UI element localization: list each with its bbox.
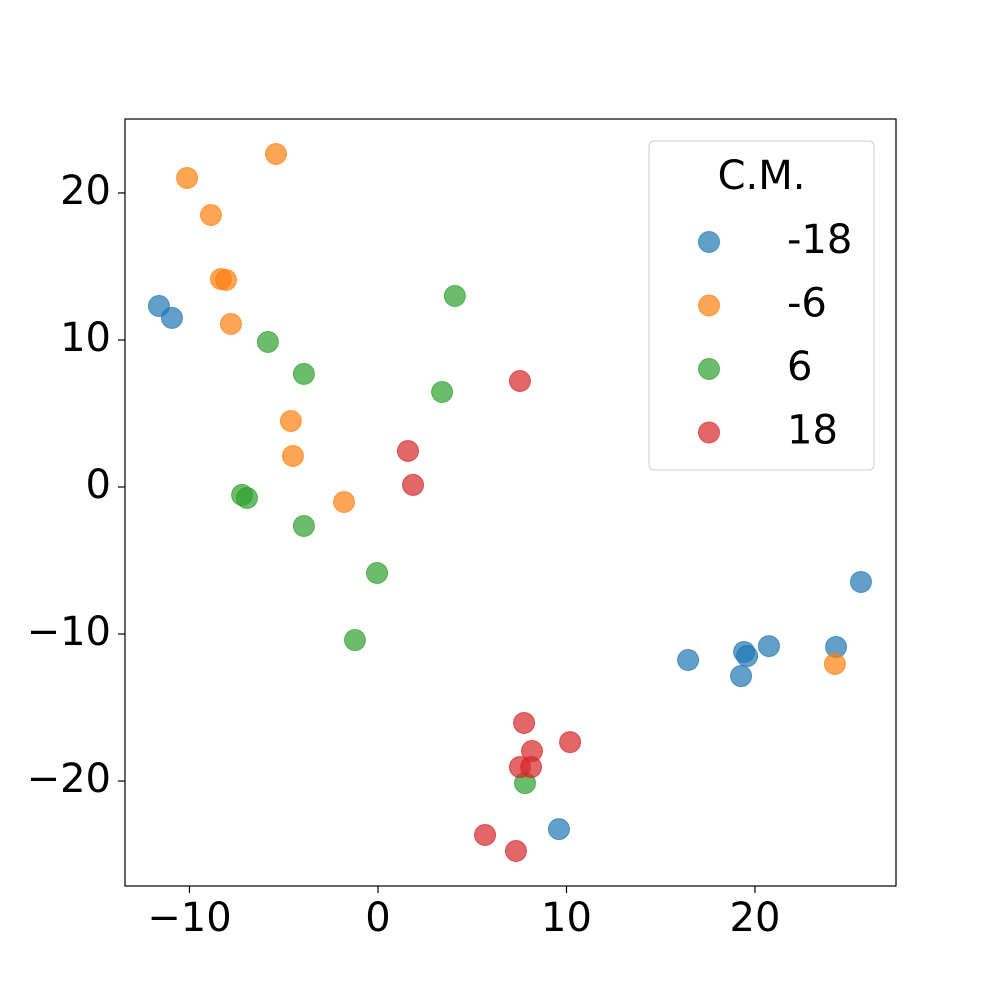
point (235, 487, 258, 510)
legend-title: C.M. (718, 153, 806, 199)
x-tick-label: 20 (730, 895, 781, 941)
point (559, 731, 582, 754)
point (160, 306, 183, 329)
point (730, 665, 753, 688)
legend-marker (698, 421, 720, 444)
point (292, 514, 315, 537)
plot-frame (124, 118, 897, 887)
legend-marker (698, 294, 720, 317)
point (757, 635, 780, 658)
point (736, 645, 759, 668)
point (219, 312, 242, 335)
point (292, 362, 315, 385)
point (547, 818, 570, 841)
point (366, 561, 389, 584)
point (823, 653, 846, 676)
y-tick-label: 20 (60, 168, 111, 214)
x-tick-label: 10 (541, 895, 592, 941)
point (474, 823, 497, 846)
point (520, 756, 543, 779)
point (504, 840, 527, 863)
point (199, 204, 222, 227)
point (256, 331, 279, 354)
x-tick-label: 0 (365, 895, 390, 941)
y-tick-label: 10 (60, 315, 111, 361)
y-tick-label: −20 (27, 756, 111, 802)
legend-box (648, 140, 875, 471)
legend-marker (698, 231, 720, 253)
point (215, 268, 238, 291)
point (343, 629, 366, 652)
legend-label: 6 (787, 344, 812, 390)
point (281, 444, 304, 467)
point (279, 409, 302, 432)
legend-label: 18 (787, 408, 838, 454)
x-tick-label: −10 (147, 895, 231, 941)
point (176, 166, 199, 189)
point (396, 439, 419, 462)
point (431, 381, 454, 404)
point (513, 711, 536, 734)
point (264, 142, 287, 165)
point (402, 473, 425, 496)
y-tick-label: 0 (86, 462, 111, 508)
point (508, 369, 531, 392)
legend-label: -18 (787, 217, 852, 263)
legend-marker (698, 358, 720, 380)
legend-label: -6 (787, 281, 827, 327)
y-tick-label: −10 (27, 609, 111, 655)
point (443, 285, 466, 308)
point (333, 490, 356, 513)
point (849, 570, 872, 593)
point (677, 649, 700, 672)
